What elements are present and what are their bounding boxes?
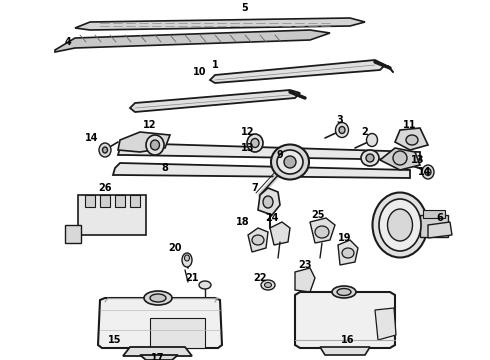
Ellipse shape bbox=[315, 226, 329, 238]
Text: 13: 13 bbox=[411, 155, 425, 165]
Ellipse shape bbox=[150, 140, 160, 150]
Text: 22: 22 bbox=[253, 273, 267, 283]
Text: 10: 10 bbox=[193, 67, 207, 77]
Ellipse shape bbox=[182, 253, 192, 267]
Polygon shape bbox=[118, 132, 170, 152]
Text: 19: 19 bbox=[338, 233, 352, 243]
Text: 23: 23 bbox=[298, 260, 312, 270]
Ellipse shape bbox=[372, 193, 427, 257]
Ellipse shape bbox=[199, 281, 211, 289]
Bar bbox=[130, 195, 140, 207]
Text: 14: 14 bbox=[85, 133, 99, 143]
Polygon shape bbox=[310, 218, 335, 243]
Ellipse shape bbox=[277, 150, 303, 174]
Text: 5: 5 bbox=[242, 3, 248, 13]
Text: 26: 26 bbox=[98, 183, 112, 193]
Ellipse shape bbox=[284, 156, 296, 168]
Polygon shape bbox=[210, 60, 385, 83]
Ellipse shape bbox=[406, 135, 418, 145]
Ellipse shape bbox=[150, 294, 166, 302]
Polygon shape bbox=[338, 240, 358, 265]
Text: 9: 9 bbox=[277, 150, 283, 160]
Text: 18: 18 bbox=[236, 217, 250, 227]
Ellipse shape bbox=[251, 139, 259, 148]
Text: 12: 12 bbox=[143, 120, 157, 130]
Text: 3: 3 bbox=[337, 115, 343, 125]
Ellipse shape bbox=[388, 209, 413, 241]
Text: 1: 1 bbox=[212, 60, 219, 70]
Polygon shape bbox=[270, 222, 290, 245]
Text: 12: 12 bbox=[241, 127, 255, 137]
Text: 25: 25 bbox=[311, 210, 325, 220]
Ellipse shape bbox=[332, 286, 356, 298]
Ellipse shape bbox=[144, 291, 172, 305]
Bar bbox=[420, 215, 448, 237]
Text: 14: 14 bbox=[418, 167, 432, 177]
Ellipse shape bbox=[185, 255, 190, 261]
Text: 16: 16 bbox=[341, 335, 355, 345]
Ellipse shape bbox=[265, 283, 271, 288]
Polygon shape bbox=[320, 347, 370, 355]
Bar bbox=[100, 195, 110, 207]
Ellipse shape bbox=[263, 196, 273, 208]
Polygon shape bbox=[395, 128, 428, 150]
Ellipse shape bbox=[361, 150, 379, 166]
Polygon shape bbox=[118, 143, 420, 160]
Polygon shape bbox=[75, 18, 365, 30]
Bar bbox=[85, 195, 95, 207]
Ellipse shape bbox=[367, 134, 377, 147]
Polygon shape bbox=[380, 148, 420, 170]
Text: 24: 24 bbox=[265, 213, 279, 223]
Text: 7: 7 bbox=[252, 183, 258, 193]
Text: 13: 13 bbox=[241, 143, 255, 153]
Ellipse shape bbox=[422, 165, 434, 179]
Text: 8: 8 bbox=[162, 163, 169, 173]
Polygon shape bbox=[140, 355, 178, 360]
Ellipse shape bbox=[393, 151, 407, 165]
Polygon shape bbox=[295, 292, 395, 348]
Ellipse shape bbox=[379, 199, 421, 251]
Bar bbox=[150, 318, 205, 348]
Ellipse shape bbox=[261, 280, 275, 290]
Text: 11: 11 bbox=[403, 120, 417, 130]
Ellipse shape bbox=[252, 235, 264, 245]
Polygon shape bbox=[55, 30, 330, 52]
Bar bbox=[423, 210, 445, 218]
Text: 17: 17 bbox=[151, 353, 165, 360]
Polygon shape bbox=[248, 228, 268, 252]
Text: 15: 15 bbox=[108, 335, 122, 345]
Text: 21: 21 bbox=[185, 273, 199, 283]
Bar bbox=[65, 225, 81, 243]
Polygon shape bbox=[258, 188, 280, 215]
Polygon shape bbox=[113, 163, 410, 178]
Bar bbox=[78, 195, 146, 235]
Ellipse shape bbox=[146, 135, 164, 155]
Polygon shape bbox=[295, 268, 315, 292]
Ellipse shape bbox=[247, 134, 263, 152]
Ellipse shape bbox=[271, 144, 309, 180]
Bar bbox=[115, 195, 125, 207]
Text: 2: 2 bbox=[362, 127, 368, 137]
Ellipse shape bbox=[99, 143, 111, 157]
Text: 6: 6 bbox=[437, 213, 443, 223]
Polygon shape bbox=[375, 308, 396, 340]
Polygon shape bbox=[98, 298, 222, 348]
Ellipse shape bbox=[425, 168, 431, 175]
Polygon shape bbox=[428, 222, 452, 238]
Ellipse shape bbox=[366, 154, 374, 162]
Ellipse shape bbox=[102, 147, 107, 153]
Polygon shape bbox=[123, 347, 192, 356]
Polygon shape bbox=[130, 90, 300, 112]
Text: 4: 4 bbox=[65, 37, 72, 47]
Ellipse shape bbox=[337, 288, 351, 296]
Ellipse shape bbox=[339, 126, 345, 134]
Text: 20: 20 bbox=[168, 243, 182, 253]
Ellipse shape bbox=[342, 248, 354, 258]
Ellipse shape bbox=[336, 122, 348, 138]
